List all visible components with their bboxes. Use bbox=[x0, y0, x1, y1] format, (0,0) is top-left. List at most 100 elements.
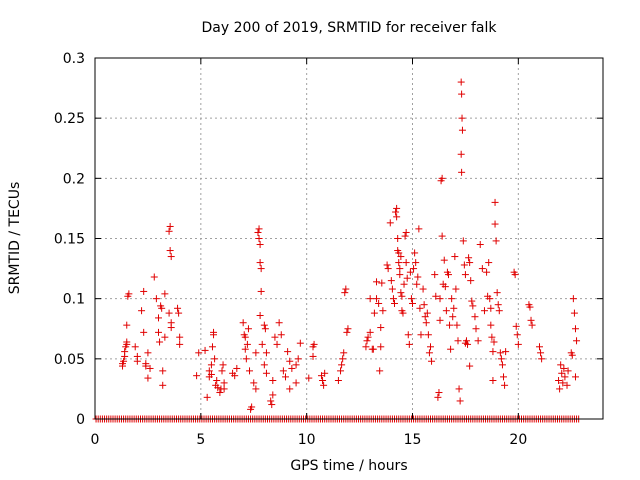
data-point bbox=[501, 381, 509, 389]
data-point bbox=[568, 351, 576, 359]
data-point bbox=[339, 355, 347, 363]
data-point bbox=[388, 285, 396, 293]
data-point bbox=[159, 381, 167, 389]
data-point bbox=[415, 225, 423, 233]
data-point bbox=[436, 316, 444, 324]
data-point bbox=[468, 297, 476, 305]
data-point bbox=[288, 364, 296, 372]
x-tick-label: 10 bbox=[298, 432, 316, 448]
data-point bbox=[216, 389, 224, 397]
data-point bbox=[155, 328, 162, 336]
data-point bbox=[405, 340, 413, 348]
data-point bbox=[457, 150, 465, 158]
data-point bbox=[492, 237, 500, 245]
data-point bbox=[161, 333, 169, 341]
data-point bbox=[455, 385, 463, 393]
data-point bbox=[412, 259, 420, 267]
data-point bbox=[256, 259, 264, 267]
data-point bbox=[536, 343, 543, 351]
data-point bbox=[558, 369, 566, 377]
data-point bbox=[458, 114, 466, 122]
data-point bbox=[411, 249, 419, 257]
data-point bbox=[220, 379, 228, 387]
data-point bbox=[396, 271, 404, 279]
data-point bbox=[401, 232, 409, 240]
data-point bbox=[563, 381, 571, 389]
data-point bbox=[511, 271, 519, 279]
data-point bbox=[440, 256, 448, 264]
data-point bbox=[489, 348, 497, 356]
data-point bbox=[458, 168, 466, 176]
data-point bbox=[150, 273, 158, 281]
data-point bbox=[211, 355, 219, 363]
data-point bbox=[436, 295, 444, 303]
data-point bbox=[451, 253, 459, 261]
data-point bbox=[423, 309, 431, 317]
data-point bbox=[441, 283, 449, 291]
data-point bbox=[397, 289, 405, 297]
data-point bbox=[435, 389, 443, 397]
data-point bbox=[444, 271, 452, 279]
data-point bbox=[207, 370, 215, 378]
data-point bbox=[457, 78, 465, 86]
data-point bbox=[195, 349, 203, 357]
data-point bbox=[292, 379, 300, 387]
data-point bbox=[277, 331, 285, 339]
data-point bbox=[193, 372, 201, 380]
data-point bbox=[373, 278, 381, 286]
data-point bbox=[446, 321, 454, 329]
data-point bbox=[366, 295, 374, 303]
data-point bbox=[404, 331, 412, 339]
data-point bbox=[391, 299, 399, 307]
data-point bbox=[142, 360, 150, 368]
data-point bbox=[165, 227, 173, 235]
data-point bbox=[165, 309, 173, 317]
data-point bbox=[403, 274, 411, 282]
data-point bbox=[341, 289, 349, 297]
data-point bbox=[466, 362, 474, 370]
data-point bbox=[292, 361, 300, 369]
data-point bbox=[378, 279, 386, 287]
data-point bbox=[133, 357, 141, 365]
data-point bbox=[495, 307, 503, 315]
data-point bbox=[438, 174, 446, 182]
data-point bbox=[364, 333, 372, 341]
data-point bbox=[260, 361, 268, 369]
data-point bbox=[319, 376, 327, 384]
data-point bbox=[461, 271, 469, 279]
data-point bbox=[373, 295, 381, 303]
data-point bbox=[260, 321, 268, 329]
data-point bbox=[176, 340, 184, 348]
data-point bbox=[432, 292, 440, 300]
data-point bbox=[442, 307, 450, 315]
data-point bbox=[282, 373, 289, 381]
data-point bbox=[528, 321, 536, 329]
data-point bbox=[402, 228, 410, 236]
data-point bbox=[262, 369, 270, 377]
data-point bbox=[366, 328, 374, 336]
y-tick-label: 0.3 bbox=[63, 51, 85, 67]
data-point bbox=[140, 328, 148, 336]
data-point bbox=[286, 357, 294, 365]
data-point bbox=[394, 235, 402, 242]
data-point bbox=[493, 289, 501, 297]
x-tick-label: 15 bbox=[404, 432, 422, 448]
data-point bbox=[480, 307, 488, 315]
data-point bbox=[334, 376, 342, 384]
data-point bbox=[395, 249, 403, 257]
data-point bbox=[175, 309, 183, 317]
data-point bbox=[342, 285, 350, 293]
data-point bbox=[384, 265, 392, 273]
data-point bbox=[467, 277, 475, 285]
data-point bbox=[252, 349, 260, 357]
data-point bbox=[258, 340, 266, 348]
data-point bbox=[201, 346, 209, 354]
data-point bbox=[257, 287, 265, 295]
x-axis-label: GPS time / hours bbox=[290, 458, 407, 474]
data-point bbox=[421, 313, 429, 321]
data-point bbox=[273, 340, 281, 348]
data-point bbox=[487, 321, 495, 329]
data-point bbox=[140, 287, 148, 295]
data-point bbox=[244, 325, 252, 333]
